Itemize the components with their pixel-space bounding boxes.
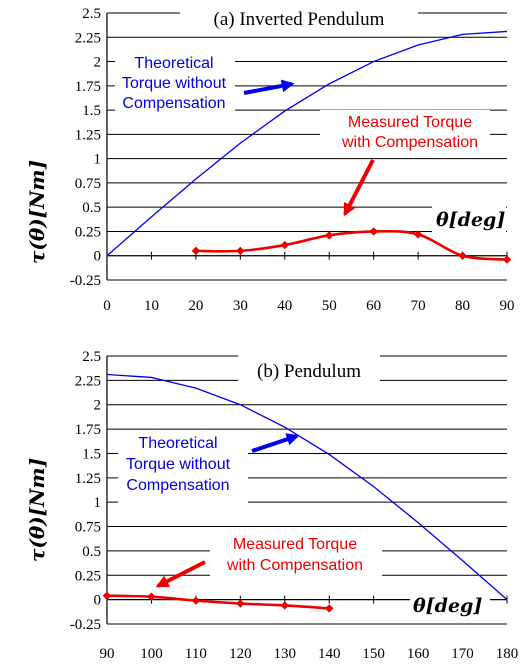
data-point-marker (325, 604, 334, 613)
data-point-marker (191, 246, 201, 256)
x-tick-label: 50 (322, 298, 337, 314)
x-tick-label: 90 (500, 298, 515, 314)
series-group (106, 30, 512, 264)
y-tick-label: 2.25 (75, 30, 101, 46)
y-tick-label: 2.5 (82, 349, 101, 365)
data-point-marker (502, 255, 512, 264)
x-axis-label: θ[deg] (413, 595, 482, 617)
annotation-theoretical-line2: Torque without (126, 456, 231, 473)
annotation-background (320, 110, 490, 156)
annotation-theoretical-line2: Torque without (122, 75, 227, 92)
arrow-theoretical (243, 79, 295, 95)
y-tick-label: 2 (94, 55, 102, 71)
data-point-marker (413, 230, 423, 239)
annotation-theoretical-line3: Compensation (122, 95, 225, 112)
y-tick-label: 1 (94, 495, 102, 511)
x-tick-label: 70 (411, 298, 426, 314)
annotation-measured-line2: with Compensation (226, 557, 363, 574)
chart-title: (b) Pendulum (257, 361, 361, 382)
y-tick-label: 0.5 (82, 200, 101, 216)
y-tick-label: 0.75 (75, 176, 101, 192)
x-tick-labels: 0 10 20 30 40 50 60 70 80 90 (103, 298, 514, 314)
annotation-background (115, 50, 235, 122)
data-point-marker (280, 240, 289, 250)
x-tick-label: 110 (185, 646, 207, 662)
x-tick-label: 60 (366, 298, 381, 314)
y-tick-label: 0.25 (75, 224, 101, 240)
y-tick-label: 1.25 (75, 127, 101, 143)
arrow-measured (343, 159, 375, 217)
title-background (180, 5, 418, 33)
data-point-marker (191, 596, 201, 605)
x-tick-label: 0 (103, 298, 111, 314)
annotation-background (118, 431, 248, 503)
data-point-marker (369, 227, 378, 236)
x-tick-label: 100 (140, 646, 163, 662)
y-tick-label: 1 (94, 152, 102, 168)
chart-title: (a) Inverted Pendulum (214, 9, 385, 30)
annotation-background (210, 532, 382, 580)
y-tick-label: -0.25 (70, 273, 101, 289)
y-axis-label: τ(θ)[Nm] (25, 160, 49, 264)
y-tick-label: 2 (94, 398, 102, 414)
y-tick-label: 1.25 (75, 471, 101, 487)
annotation-measured-line1: Measured Torque (233, 536, 357, 553)
y-tick-label: 0.75 (75, 520, 101, 536)
data-point-marker (147, 592, 156, 601)
y-tick-label: 0 (94, 593, 102, 609)
chart-panel-pendulum: -0.25 0 0.25 0.5 0.75 1 1.25 1.5 1.75 2 2.25 2.5 90… (25, 349, 518, 662)
x-tick-label: 40 (277, 298, 292, 314)
x-label-background (432, 206, 506, 234)
y-tick-label: 1.5 (82, 446, 101, 462)
series-line-theoretical (106, 30, 508, 257)
series-line-measured (106, 594, 330, 610)
x-tick-label: 150 (362, 646, 385, 662)
x-tick-label: 10 (144, 298, 159, 314)
data-point-marker (325, 231, 334, 240)
y-tick-label: 0 (94, 249, 102, 265)
data-point-marker (236, 246, 245, 256)
data-point-marker (280, 601, 289, 610)
annotation-measured-line1: Measured Torque (348, 114, 472, 131)
y-tick-label: 2.25 (75, 373, 101, 389)
arrow-theoretical (251, 433, 300, 453)
x-tick-labels: 90 100 110 120 130 140 150 160 170 180 (100, 646, 519, 662)
x-tick-label: 140 (318, 646, 341, 662)
x-tick-label: 130 (274, 646, 297, 662)
series-line-theoretical (106, 373, 508, 601)
y-tick-label: 0.25 (75, 568, 101, 584)
x-tick-label: 90 (100, 646, 115, 662)
annotation-theoretical-line3: Compensation (126, 477, 229, 494)
x-tick-label: 160 (407, 646, 430, 662)
y-tick-labels: -0.25 0 0.25 0.5 0.75 1 1.25 1.5 1.75 2 2.25 2.5 (70, 6, 101, 289)
x-tick-label: 20 (188, 298, 203, 314)
annotation-theoretical-line1: Theoretical (134, 55, 213, 72)
x-tick-label: 170 (451, 646, 474, 662)
annotation-measured-line2: with Compensation (341, 134, 478, 151)
data-point-marker (102, 591, 112, 600)
y-axis-label: τ(θ)[Nm] (25, 458, 49, 562)
data-point-marker (236, 599, 245, 608)
x-tick-label: 30 (233, 298, 248, 314)
y-tick-label: 2.5 (82, 6, 101, 22)
title-background (238, 355, 380, 383)
y-tick-label: 1.75 (75, 79, 101, 95)
x-tick-label: 180 (496, 646, 519, 662)
data-point-marker (458, 251, 467, 260)
x-axis-label: θ[deg] (436, 209, 505, 231)
x-tick-label: 80 (455, 298, 470, 314)
y-tick-label: -0.25 (70, 617, 101, 633)
annotation-theoretical-line1: Theoretical (138, 435, 217, 452)
x-label-background (410, 590, 490, 620)
arrow-measured (155, 560, 206, 588)
series-group (102, 373, 508, 613)
y-tick-label: 1.75 (75, 422, 101, 438)
y-tick-label: 0.5 (82, 544, 101, 560)
y-tick-label: 1.5 (82, 103, 101, 119)
x-tick-label: 120 (229, 646, 252, 662)
y-tick-labels: -0.25 0 0.25 0.5 0.75 1 1.25 1.5 1.75 2 2.25 2.5 (70, 349, 101, 633)
